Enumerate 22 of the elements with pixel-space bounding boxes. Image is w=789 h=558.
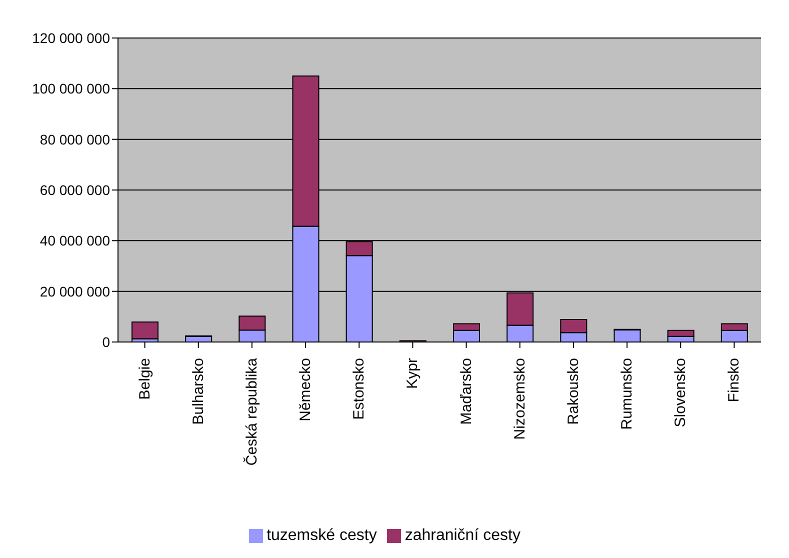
y-tick-label: 120 000 000 [32, 30, 110, 46]
x-tick-label: Maďarsko [458, 358, 475, 425]
x-tick-label: Belgie [136, 358, 154, 400]
y-tick-label: 0 [102, 334, 110, 350]
x-tick-label: Bulharsko [190, 358, 207, 425]
legend-label: tuzemské cesty [266, 527, 377, 544]
x-tick-label: Rakousko [564, 358, 582, 425]
x-tick-label: Finsko [726, 358, 743, 402]
y-tick-label: 20 000 000 [40, 283, 110, 300]
bar [132, 321, 158, 340]
x-tick-label: Estonsko [350, 358, 368, 420]
y-tick-label: 40 000 000 [40, 232, 110, 249]
x-tick-label: Česká republika [242, 357, 260, 466]
x-tick-label: Kypr [404, 358, 422, 389]
y-tick-label: 80 000 000 [40, 131, 110, 148]
y-tick-label: 100 000 000 [32, 80, 110, 97]
x-tick-label: Rumunsko [618, 358, 636, 430]
x-tick-label: Nizozemsko [511, 358, 528, 440]
x-tick-label: Slovensko [672, 358, 690, 428]
x-tick-label: Německo [297, 358, 314, 422]
legend-label: zahraniční cesty [404, 527, 520, 544]
y-tick-label: 60 000 000 [40, 182, 110, 198]
